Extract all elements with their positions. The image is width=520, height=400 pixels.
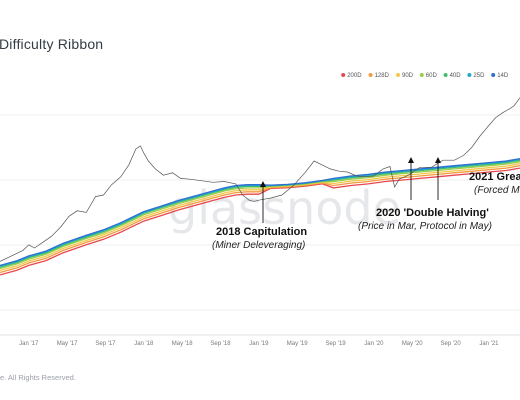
legend-label-90d: 90D — [402, 73, 414, 79]
x-axis-ticks: Jan '17 May '17 Sep '17 Jan '18 May '18 Sep '… — [19, 341, 499, 347]
annotations: 2018 Capitulation (Miner Deleveraging) 2… — [212, 157, 520, 251]
ribbon-line-200d — [0, 167, 520, 276]
legend-dot-40d — [443, 73, 448, 77]
watermark-logo: glassnode — [168, 181, 401, 235]
legend-label-200d: 200D — [347, 73, 362, 79]
ribbon-lines — [0, 157, 520, 276]
annotation-2020-arrow-head-2 — [435, 157, 441, 163]
legend-dot-128d — [368, 73, 373, 77]
legend-label-128d: 128D — [375, 73, 390, 79]
legend-label-40d: 40D — [450, 73, 462, 79]
legend-dot-60d — [419, 73, 424, 77]
x-tick-4: May '18 — [172, 341, 193, 347]
x-tick-3: Jan '18 — [134, 341, 154, 347]
annotation-2020-subtitle: (Price in Mar, Protocol in May) — [358, 221, 492, 232]
legend-label-25d: 25D — [473, 73, 485, 79]
ribbon-line-60d — [0, 161, 520, 270]
chart-title: Difficulty Ribbon — [0, 36, 104, 52]
annotation-2020-arrow-head-1 — [408, 157, 414, 163]
annotation-2018-arrow-head — [260, 181, 266, 187]
x-tick-7: May '19 — [287, 341, 308, 347]
legend-dot-14d — [491, 73, 496, 77]
legend: 14D 25D 40D 60D 90D 128D 200D — [341, 73, 509, 79]
ribbon-line-25d — [0, 158, 520, 267]
legend-label-60d: 60D — [426, 73, 438, 79]
x-tick-5: Sep '18 — [210, 341, 231, 347]
x-tick-11: Sep '20 — [441, 341, 462, 347]
legend-dot-200d — [341, 73, 346, 77]
annotation-2018-subtitle: (Miner Deleveraging) — [212, 240, 305, 251]
copyright-footer: e. All Rights Reserved. — [0, 373, 76, 382]
annotation-2021-title: 2021 Grea — [469, 171, 520, 183]
x-tick-1: May '17 — [57, 341, 78, 347]
legend-label-14d: 14D — [497, 73, 509, 79]
legend-dot-25d — [467, 73, 472, 77]
x-tick-12: Jan '21 — [479, 341, 499, 347]
annotation-2018-title: 2018 Capitulation — [216, 226, 307, 238]
x-tick-9: Jan '20 — [364, 341, 384, 347]
annotation-2021: 2021 Grea (Forced M — [469, 171, 520, 196]
x-tick-2: Sep '17 — [95, 341, 116, 347]
x-tick-0: Jan '17 — [19, 341, 39, 347]
annotation-2021-subtitle: (Forced M — [474, 185, 520, 196]
x-tick-8: Sep '19 — [325, 341, 346, 347]
ribbon-line-40d — [0, 159, 520, 268]
annotation-2020-double-halving: 2020 'Double Halving' (Price in Mar, Pro… — [358, 157, 492, 232]
ribbon-line-90d — [0, 163, 520, 272]
ribbon-line-14d — [0, 157, 520, 267]
ribbon-line-128d — [0, 165, 520, 274]
annotation-2020-title: 2020 'Double Halving' — [376, 207, 489, 219]
legend-dot-90d — [396, 73, 400, 77]
x-tick-10: May '20 — [402, 341, 423, 347]
grid-lines — [0, 114, 520, 336]
annotation-2018-capitulation: 2018 Capitulation (Miner Deleveraging) — [212, 181, 307, 251]
x-tick-6: Jan '19 — [249, 341, 269, 347]
